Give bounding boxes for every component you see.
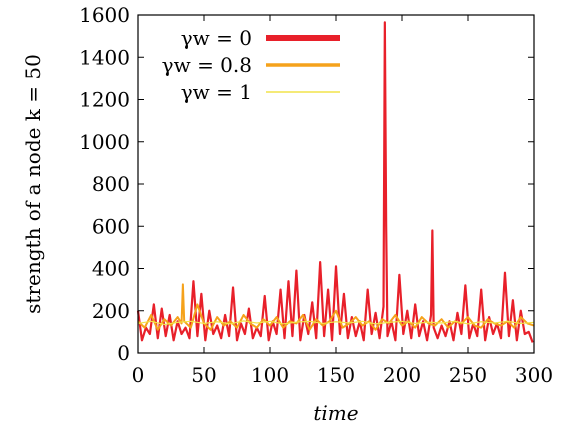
y-tick-label: 400 bbox=[92, 257, 130, 281]
y-tick-label: 200 bbox=[92, 299, 130, 323]
legend-label: γw = 1 bbox=[181, 80, 252, 104]
series-line-1 bbox=[137, 283, 535, 331]
y-tick-label: 1200 bbox=[79, 88, 130, 112]
y-tick-label: 1000 bbox=[79, 130, 130, 154]
y-tick-label: 0 bbox=[117, 341, 130, 365]
y-tick-label: 600 bbox=[92, 214, 130, 238]
x-tick-label: 0 bbox=[132, 363, 145, 387]
x-tick-label: 50 bbox=[191, 363, 216, 387]
x-axis-label: time bbox=[313, 401, 358, 425]
legend-label: γw = 0.8 bbox=[162, 53, 252, 77]
x-tick-label: 200 bbox=[383, 363, 421, 387]
plot-lines bbox=[136, 21, 535, 343]
y-tick-label: 1600 bbox=[79, 3, 130, 27]
y-tick-label: 1400 bbox=[79, 45, 130, 69]
x-tick-label: 300 bbox=[515, 363, 553, 387]
series-line-0 bbox=[136, 21, 534, 343]
legend: γw = 0 γw = 0.8 γw = 1 bbox=[162, 26, 340, 104]
tick-labels: 0 50 100 150 200 250 300 0 200 400 600 800 1000 1200 1… bbox=[79, 3, 553, 387]
y-axis-label: strength of a node k = 50 bbox=[21, 54, 45, 314]
x-tick-label: 150 bbox=[317, 363, 355, 387]
x-tick-label: 100 bbox=[251, 363, 289, 387]
legend-label: γw = 0 bbox=[181, 26, 252, 50]
y-tick-label: 800 bbox=[92, 172, 130, 196]
x-tick-label: 250 bbox=[449, 363, 487, 387]
series-line-2 bbox=[137, 320, 535, 326]
axis-ticks bbox=[137, 14, 535, 354]
